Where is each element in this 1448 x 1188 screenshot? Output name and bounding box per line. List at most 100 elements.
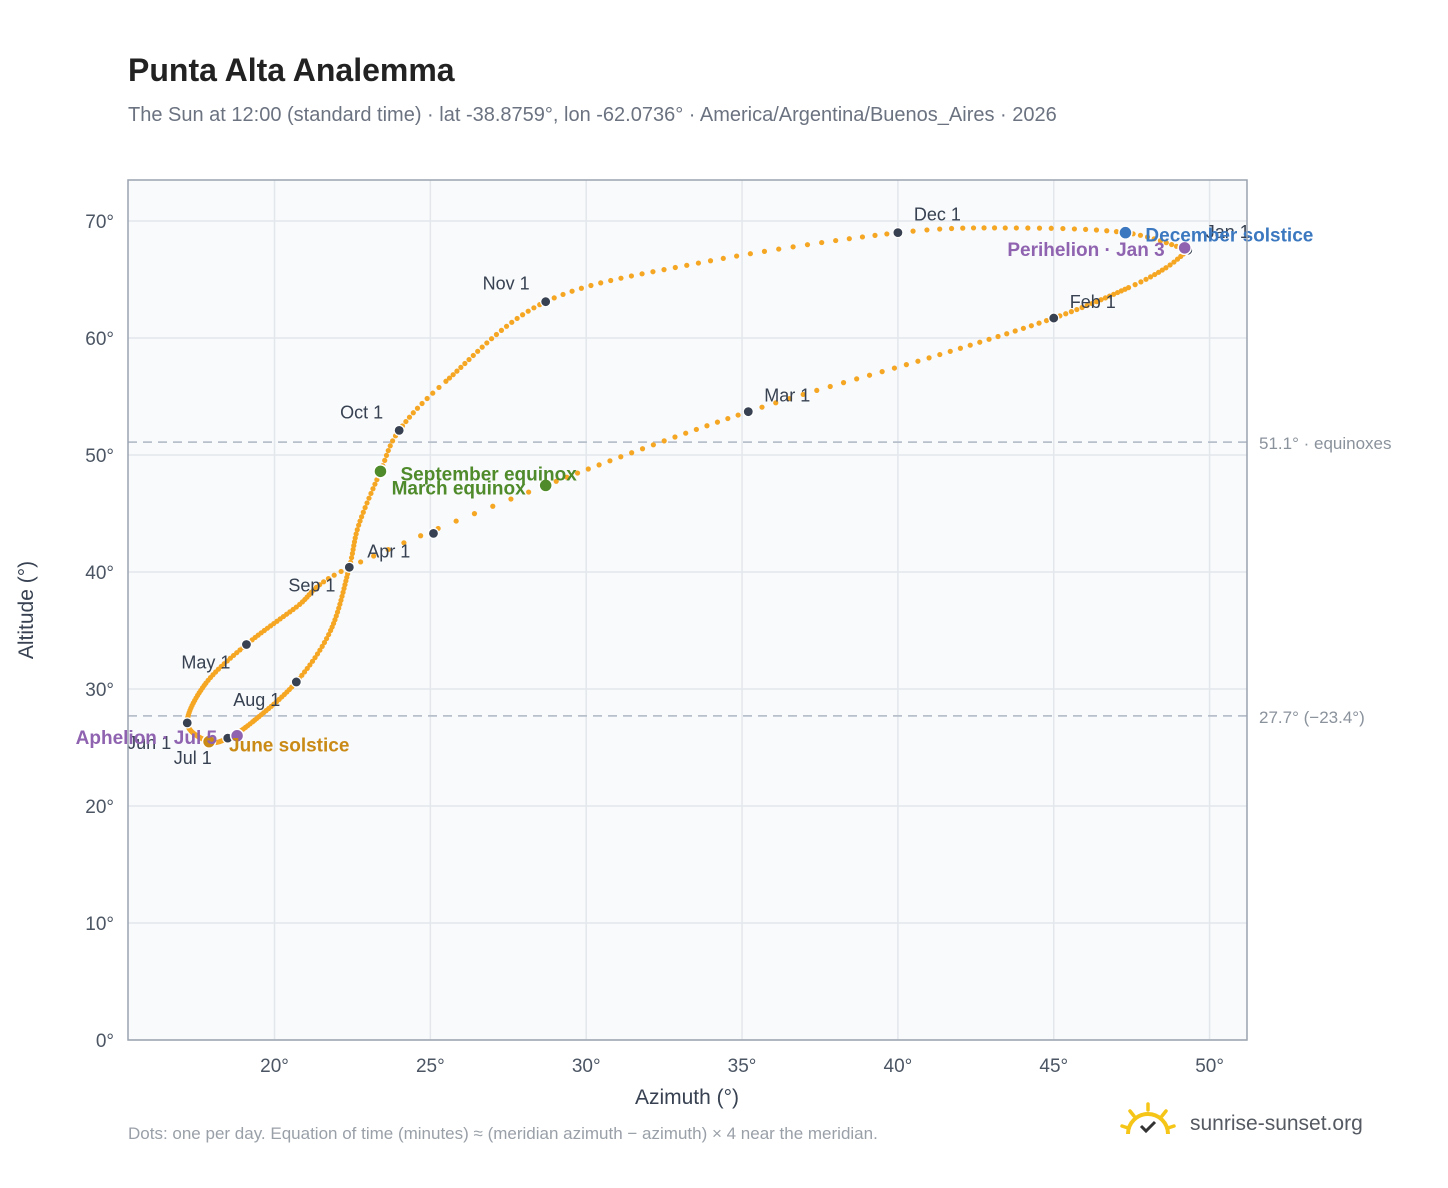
daily-dot [490, 503, 496, 509]
daily-dot [574, 470, 581, 476]
event-marker [229, 728, 245, 744]
brand: sunrise-sunset.org [1120, 1100, 1420, 1150]
y-tick-label: 20° [85, 797, 114, 818]
y-tick-label: 70° [85, 212, 114, 233]
daily-dot [1147, 274, 1154, 280]
daily-dot [458, 364, 464, 370]
chart-title: Punta Alta Analemma [128, 52, 455, 88]
daily-dot [436, 384, 442, 391]
daily-dot [661, 438, 667, 444]
daily-dot [1048, 225, 1054, 231]
month-marker [393, 424, 405, 436]
plot-frame [127, 179, 1248, 1041]
month-marker [290, 676, 302, 688]
event-marker [1118, 225, 1133, 240]
event-label: March equinox [392, 478, 527, 499]
daily-dot [321, 639, 328, 646]
daily-dot [1060, 225, 1066, 232]
daily-dot [350, 546, 356, 553]
daily-dot [366, 495, 372, 501]
daily-dot [598, 280, 604, 286]
daily-dot [819, 239, 825, 246]
daily-dot [596, 462, 602, 468]
daily-dot [403, 418, 409, 425]
daily-dot [453, 518, 459, 524]
daily-dot [368, 490, 374, 497]
event-marker [373, 464, 388, 479]
daily-dot [356, 522, 362, 528]
daily-dot [1174, 256, 1181, 262]
reference-lines: 51.1° · equinoxes 27.7° (−23.4°) [128, 434, 1392, 727]
daily-dot [1093, 227, 1100, 233]
daily-dot [470, 352, 476, 359]
daily-dot [833, 237, 839, 244]
month-label: Jul 1 [174, 748, 212, 768]
daily-dot [1171, 259, 1177, 265]
daily-dot [338, 597, 344, 603]
daily-dot [629, 450, 635, 456]
event-marker [201, 734, 217, 749]
daily-dot [618, 275, 624, 281]
daily-dot [734, 253, 740, 259]
daily-dot [672, 434, 678, 440]
x-tick-label: 20° [260, 1056, 289, 1077]
daily-dot [348, 555, 355, 561]
x-tick-label: 25° [416, 1056, 445, 1077]
daily-dot [525, 308, 531, 314]
daily-dot [1155, 269, 1162, 275]
daily-dot [986, 336, 992, 342]
daily-dot [526, 489, 532, 495]
y-tick-label: 60° [85, 329, 114, 350]
daily-dot [1098, 297, 1104, 303]
daily-dot [1025, 225, 1031, 231]
daily-dot [1013, 225, 1019, 231]
event-label: Perihelion · Jan 3 [1007, 240, 1164, 261]
daily-dot [1132, 282, 1138, 288]
daily-dot [1107, 293, 1113, 299]
daily-dot [340, 589, 346, 595]
daily-dot [454, 368, 460, 374]
daily-dot [372, 481, 378, 487]
daily-dot [786, 395, 793, 402]
daily-dot [1084, 302, 1090, 309]
plot-area [128, 180, 1247, 1040]
daily-dot [466, 356, 472, 363]
daily-dot [704, 423, 710, 429]
month-label: Feb 1 [1070, 292, 1116, 312]
x-tick-label: 30° [572, 1056, 601, 1077]
daily-dot [1114, 289, 1121, 296]
daily-dot [800, 391, 806, 398]
daily-dot [1102, 295, 1109, 301]
daily-dot [390, 438, 396, 444]
daily-dot [488, 336, 495, 342]
daily-dot [410, 410, 416, 416]
daily-dot [814, 387, 820, 394]
daily-dot [947, 348, 953, 354]
daily-dot [720, 255, 726, 262]
daily-dot [385, 546, 391, 553]
brand-name: sunrise-sunset.org [1190, 1112, 1363, 1135]
reference-line-label: 27.7° (−23.4°) [1259, 708, 1365, 727]
daily-dot [827, 383, 833, 390]
daily-dot [385, 447, 391, 454]
daily-dot [1089, 300, 1095, 307]
daily-dot [338, 568, 344, 575]
daily-dot [937, 226, 943, 232]
daily-dot [354, 527, 360, 533]
daily-dot [446, 375, 453, 381]
daily-dot [1028, 323, 1034, 329]
daily-dot [585, 466, 591, 472]
x-tick-label: 50° [1195, 1056, 1224, 1077]
daily-dot [349, 550, 356, 557]
daily-dot [607, 458, 613, 464]
daily-dot [840, 380, 847, 386]
daily-dot [926, 355, 932, 361]
daily-dot [915, 358, 921, 364]
daily-dot [479, 344, 485, 350]
daily-dot [1079, 304, 1085, 311]
month-label: Jan 1 [1206, 222, 1250, 242]
daily-dot [387, 443, 393, 449]
daily-dot [924, 227, 930, 233]
daily-dot [891, 365, 898, 371]
